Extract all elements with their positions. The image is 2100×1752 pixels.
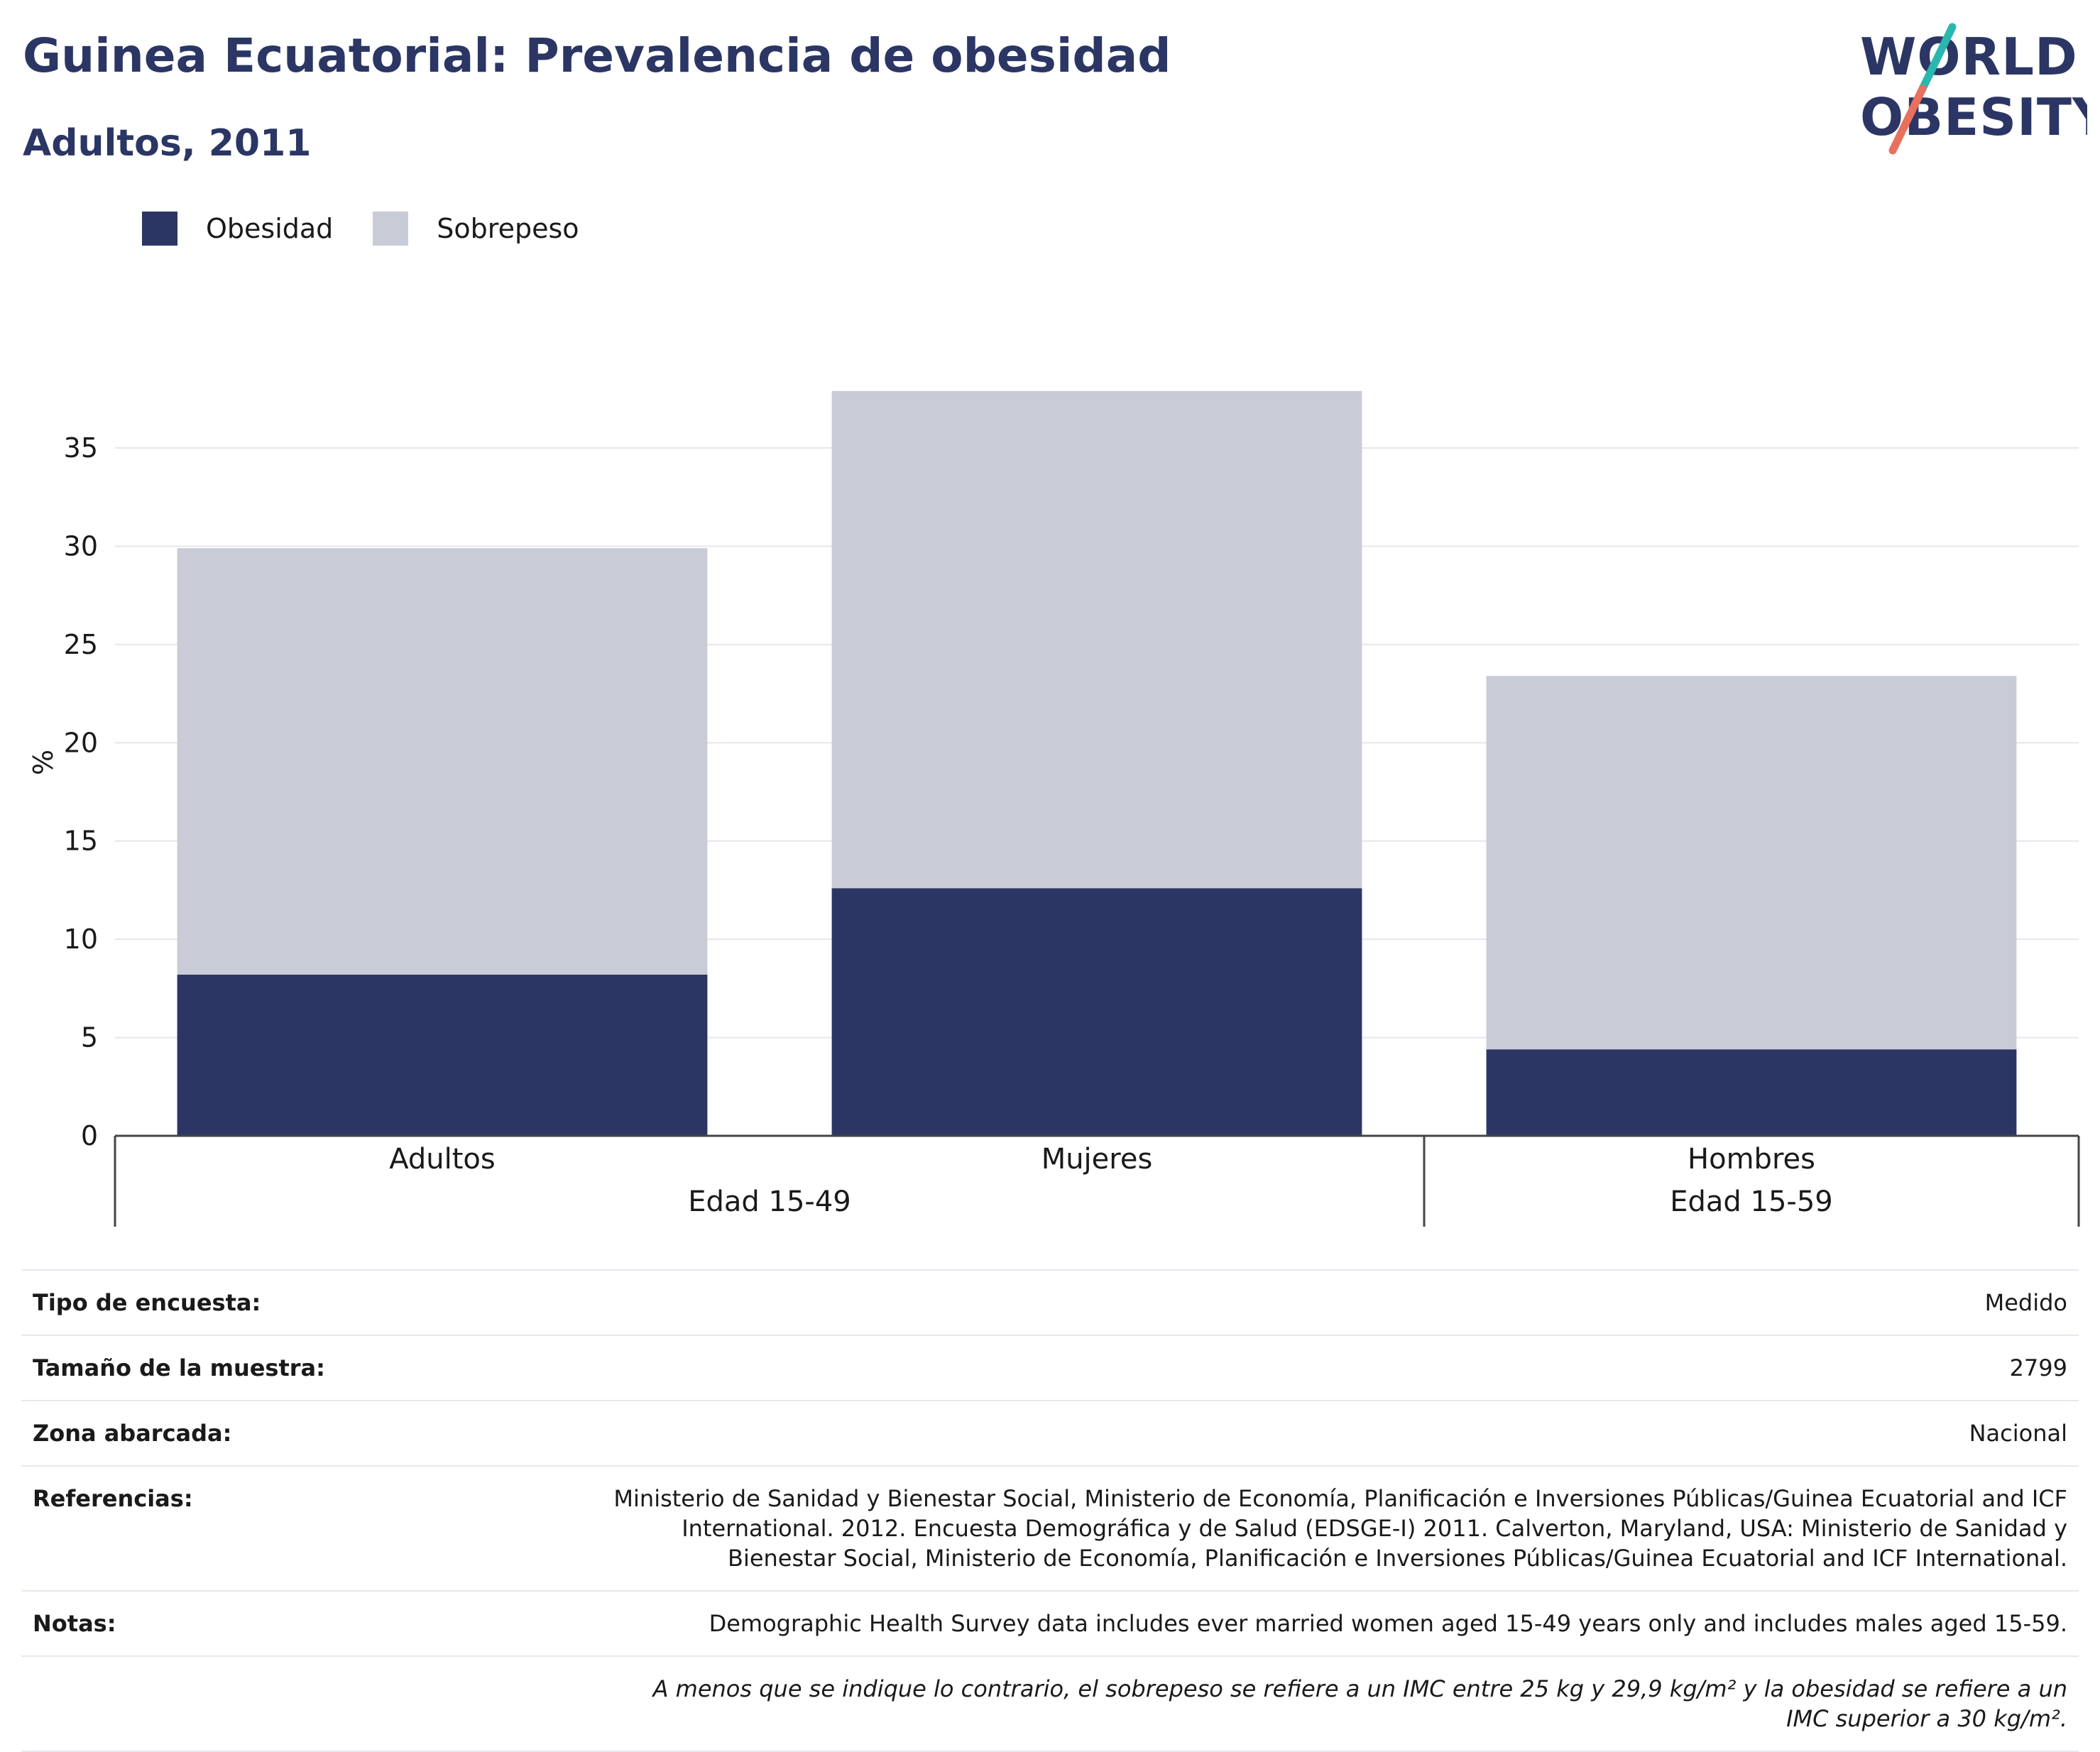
bar-obesidad-adultos bbox=[177, 974, 708, 1136]
footnote: A menos que se indique lo contrario, el … bbox=[652, 1675, 2067, 1732]
legend-label-obesidad: Obesidad bbox=[206, 213, 334, 244]
bar-obesidad-mujeres bbox=[831, 888, 1362, 1136]
info-footnote-row: A menos que se indique lo contrario, el … bbox=[21, 1657, 2079, 1752]
bar-sobrepeso-mujeres bbox=[831, 390, 1362, 889]
x-group-label: Edad 15-49 bbox=[688, 1186, 851, 1218]
x-axis: Adultos Mujeres Hombres Edad 15-49 Edad 15-5… bbox=[114, 1134, 2080, 1227]
info-row-area: Zona abarcada: Nacional bbox=[21, 1401, 2079, 1467]
page-title: Guinea Ecuatorial: Prevalencia de obesid… bbox=[23, 28, 1171, 83]
page-subtitle: Adultos, 2011 bbox=[23, 122, 312, 165]
legend-swatch-sobrepeso bbox=[373, 212, 409, 246]
y-tick-label: 15 bbox=[64, 826, 98, 857]
info-key: Zona abarcada: bbox=[33, 1420, 232, 1447]
y-tick-label: 5 bbox=[81, 1022, 98, 1053]
x-group-label: Edad 15-59 bbox=[1670, 1186, 1833, 1218]
stacked-bar-chart: 0 5 10 15 20 25 30 35 % Adultos Mujeres Hombres Ed… bbox=[28, 390, 2080, 1227]
info-value: Medido bbox=[1984, 1289, 2067, 1316]
info-key: Tamaño de la muestra: bbox=[33, 1354, 325, 1381]
y-tick-label: 10 bbox=[64, 924, 98, 955]
legend-label-sobrepeso: Sobrepeso bbox=[437, 213, 579, 244]
legend-item-obesidad[interactable]: Obesidad bbox=[142, 212, 333, 246]
y-tick-label: 30 bbox=[64, 530, 98, 562]
info-value: Demographic Health Survey data includes … bbox=[709, 1610, 2067, 1637]
bar-sobrepeso-adultos bbox=[177, 548, 708, 975]
info-key: Tipo de encuesta: bbox=[33, 1289, 261, 1316]
y-axis-label: % bbox=[28, 750, 59, 775]
x-category-label: Mujeres bbox=[1041, 1143, 1153, 1176]
y-axis-ticks: 0 5 10 15 20 25 30 35 bbox=[64, 432, 98, 1151]
y-tick-label: 0 bbox=[81, 1120, 98, 1151]
legend-item-sobrepeso[interactable]: Sobrepeso bbox=[373, 212, 579, 246]
info-row-sample-size: Tamaño de la muestra: 2799 bbox=[21, 1336, 2079, 1401]
bars bbox=[177, 390, 2017, 1136]
info-row-notes: Notas: Demographic Health Survey data in… bbox=[21, 1592, 2079, 1657]
info-row-references: Referencias: Ministerio de Sanidad y Bie… bbox=[21, 1467, 2079, 1592]
info-table: Tipo de encuesta: Medido Tamaño de la mu… bbox=[21, 1269, 2079, 1752]
legend-swatch-obesidad bbox=[142, 212, 177, 246]
y-tick-label: 20 bbox=[64, 727, 98, 758]
info-value: 2799 bbox=[2009, 1354, 2067, 1381]
info-value: Nacional bbox=[1969, 1420, 2067, 1447]
y-tick-label: 35 bbox=[64, 432, 98, 464]
logo-line-1: WORLD bbox=[1860, 27, 2078, 87]
y-tick-label: 25 bbox=[64, 629, 98, 660]
info-row-survey-type: Tipo de encuesta: Medido bbox=[21, 1271, 2079, 1336]
info-key: Referencias: bbox=[33, 1485, 193, 1512]
x-category-label: Hombres bbox=[1688, 1143, 1815, 1176]
info-value: Ministerio de Sanidad y Bienestar Social… bbox=[613, 1485, 2067, 1572]
chart-legend: Obesidad Sobrepeso bbox=[142, 212, 619, 246]
bar-obesidad-hombres bbox=[1486, 1049, 2017, 1136]
x-category-label: Adultos bbox=[389, 1143, 496, 1176]
bar-sobrepeso-hombres bbox=[1486, 676, 2017, 1050]
world-obesity-logo: WORLD OBESITY bbox=[1860, 23, 2087, 155]
info-key: Notas: bbox=[33, 1610, 116, 1637]
